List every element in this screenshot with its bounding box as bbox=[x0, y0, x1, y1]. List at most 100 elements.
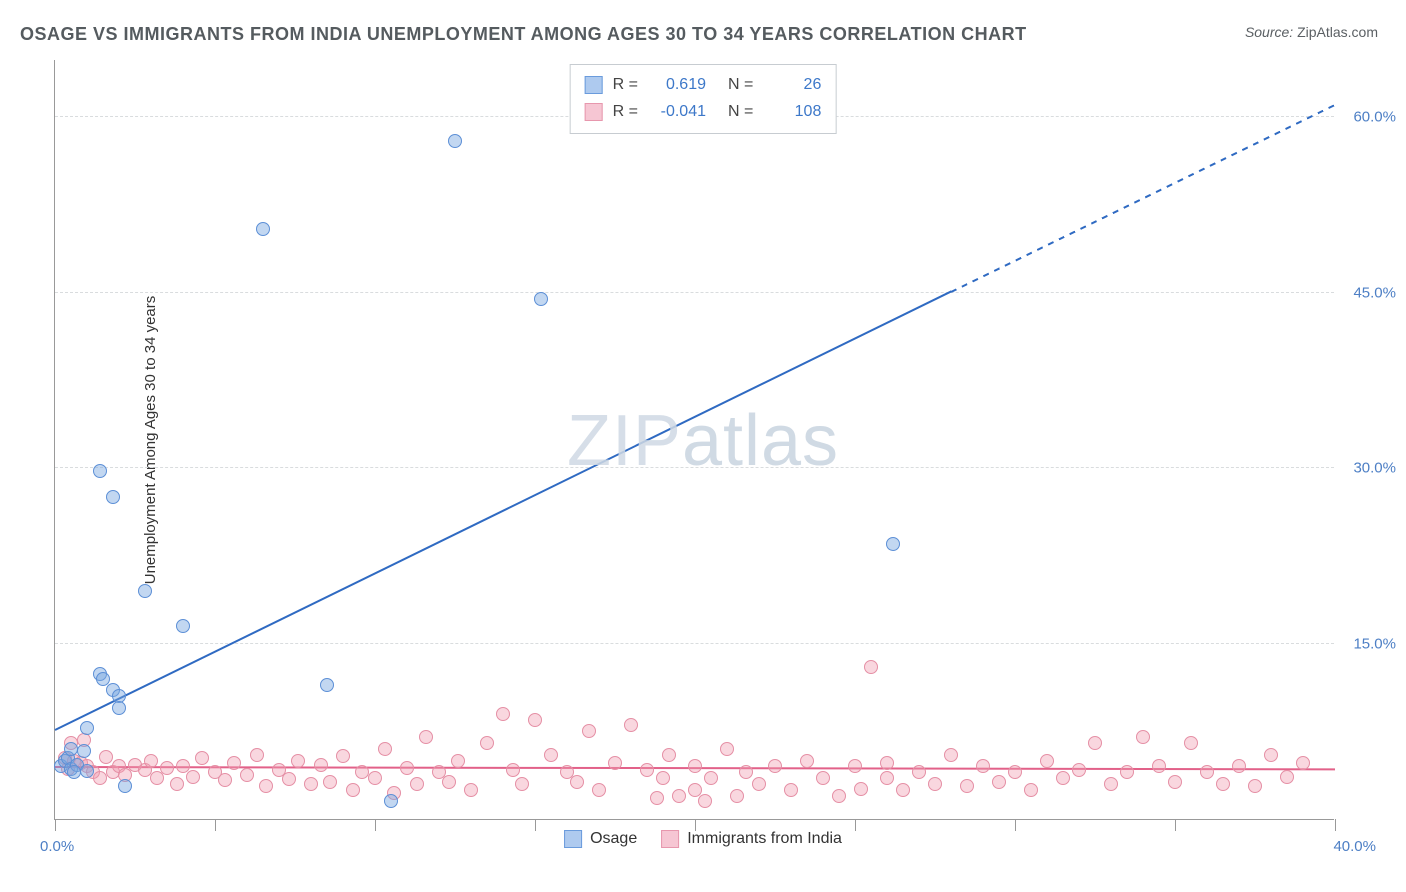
y-tick-label: 15.0% bbox=[1353, 635, 1396, 652]
legend-swatch bbox=[585, 103, 603, 121]
data-point bbox=[880, 756, 894, 770]
data-point bbox=[256, 222, 270, 236]
data-point bbox=[480, 736, 494, 750]
data-point bbox=[323, 775, 337, 789]
data-point bbox=[570, 775, 584, 789]
data-point bbox=[259, 779, 273, 793]
data-point bbox=[1248, 779, 1262, 793]
legend-item: Osage bbox=[564, 830, 637, 848]
legend-r-label: R = bbox=[613, 71, 638, 98]
data-point bbox=[80, 721, 94, 735]
data-point bbox=[624, 718, 638, 732]
legend-row: R =-0.041N =108 bbox=[585, 98, 822, 125]
data-point bbox=[1184, 736, 1198, 750]
data-point bbox=[854, 782, 868, 796]
data-point bbox=[1040, 754, 1054, 768]
data-point bbox=[640, 763, 654, 777]
legend-label: Immigrants from India bbox=[687, 830, 842, 848]
data-point bbox=[880, 771, 894, 785]
data-point bbox=[138, 584, 152, 598]
legend-swatch bbox=[585, 76, 603, 94]
x-tick bbox=[55, 819, 56, 831]
trend-line bbox=[55, 291, 952, 731]
legend-swatch bbox=[564, 830, 582, 848]
gridline bbox=[55, 643, 1334, 644]
x-tick bbox=[535, 819, 536, 831]
data-point bbox=[170, 777, 184, 791]
data-point bbox=[336, 749, 350, 763]
x-axis-start-label: 0.0% bbox=[40, 838, 74, 855]
legend-r-value: 0.619 bbox=[652, 71, 706, 98]
data-point bbox=[368, 771, 382, 785]
data-point bbox=[528, 713, 542, 727]
data-point bbox=[832, 789, 846, 803]
legend-correlation: R =0.619N =26R =-0.041N =108 bbox=[570, 64, 837, 134]
data-point bbox=[739, 765, 753, 779]
legend-row: R =0.619N =26 bbox=[585, 71, 822, 98]
source-label: Source: bbox=[1245, 24, 1293, 40]
data-point bbox=[864, 660, 878, 674]
data-point bbox=[515, 777, 529, 791]
x-tick bbox=[855, 819, 856, 831]
data-point bbox=[672, 789, 686, 803]
data-point bbox=[768, 759, 782, 773]
x-axis-end-label: 40.0% bbox=[1333, 838, 1376, 855]
data-point bbox=[93, 464, 107, 478]
data-point bbox=[698, 794, 712, 808]
data-point bbox=[1088, 736, 1102, 750]
data-point bbox=[195, 751, 209, 765]
data-point bbox=[1024, 783, 1038, 797]
data-point bbox=[448, 134, 462, 148]
data-point bbox=[848, 759, 862, 773]
data-point bbox=[291, 754, 305, 768]
data-point bbox=[944, 748, 958, 762]
source-value: ZipAtlas.com bbox=[1297, 24, 1378, 40]
data-point bbox=[784, 783, 798, 797]
data-point bbox=[1216, 777, 1230, 791]
data-point bbox=[650, 791, 664, 805]
data-point bbox=[1280, 770, 1294, 784]
data-point bbox=[1200, 765, 1214, 779]
legend-label: Osage bbox=[590, 830, 637, 848]
x-tick bbox=[1175, 819, 1176, 831]
legend-series: Osage Immigrants from India bbox=[564, 830, 842, 848]
data-point bbox=[1120, 765, 1134, 779]
data-point bbox=[378, 742, 392, 756]
data-point bbox=[106, 490, 120, 504]
data-point bbox=[442, 775, 456, 789]
data-point bbox=[896, 783, 910, 797]
legend-r-value: -0.041 bbox=[652, 98, 706, 125]
data-point bbox=[1152, 759, 1166, 773]
data-point bbox=[160, 761, 174, 775]
data-point bbox=[240, 768, 254, 782]
data-point bbox=[282, 772, 296, 786]
plot-area: 15.0%30.0%45.0%60.0% bbox=[54, 60, 1334, 820]
data-point bbox=[704, 771, 718, 785]
legend-swatch bbox=[661, 830, 679, 848]
data-point bbox=[886, 537, 900, 551]
data-point bbox=[346, 783, 360, 797]
data-point bbox=[992, 775, 1006, 789]
data-point bbox=[816, 771, 830, 785]
data-point bbox=[112, 701, 126, 715]
data-point bbox=[534, 292, 548, 306]
legend-n-value: 108 bbox=[767, 98, 821, 125]
gridline bbox=[55, 467, 1334, 468]
data-point bbox=[928, 777, 942, 791]
x-tick bbox=[1335, 819, 1336, 831]
y-tick-label: 30.0% bbox=[1353, 460, 1396, 477]
data-point bbox=[67, 765, 81, 779]
legend-n-value: 26 bbox=[767, 71, 821, 98]
data-point bbox=[544, 748, 558, 762]
data-point bbox=[400, 761, 414, 775]
data-point bbox=[800, 754, 814, 768]
data-point bbox=[304, 777, 318, 791]
data-point bbox=[912, 765, 926, 779]
data-point bbox=[1008, 765, 1022, 779]
data-point bbox=[582, 724, 596, 738]
data-point bbox=[1104, 777, 1118, 791]
data-point bbox=[144, 754, 158, 768]
data-point bbox=[410, 777, 424, 791]
data-point bbox=[1264, 748, 1278, 762]
x-tick bbox=[1015, 819, 1016, 831]
